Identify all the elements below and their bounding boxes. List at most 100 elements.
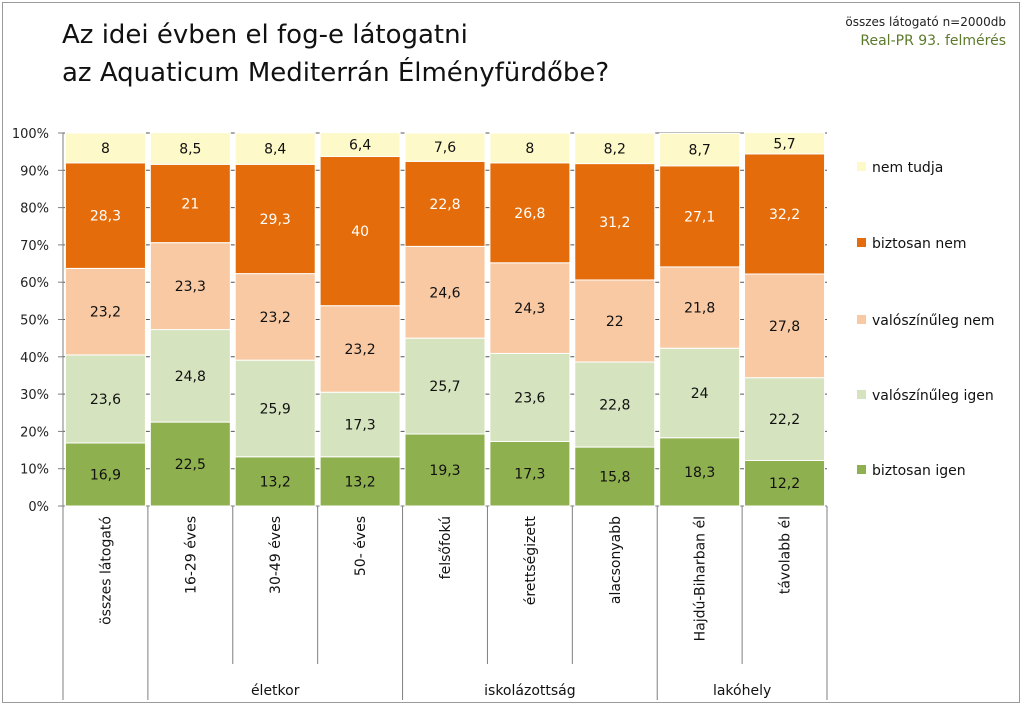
data-label: 22,8 [429,197,460,213]
bar-segment [404,337,486,435]
bar-segment [489,132,571,164]
data-label: 32,2 [769,207,800,223]
data-label: 8,2 [604,141,626,157]
data-label: 23,6 [90,392,121,408]
title-line-1: Az idei évben el fog-e látogatni [62,20,468,50]
data-label: 21 [181,196,199,212]
data-label: 23,2 [90,305,121,321]
data-label: 40 [351,224,369,240]
data-label: 17,3 [345,417,376,433]
data-label: 13,2 [345,474,376,490]
category-label: érettségizett [523,515,539,605]
category-label: távolabb él [778,516,794,594]
bar-segment [149,163,231,244]
bar-segment [64,162,146,269]
category-label: felsőfokú [438,516,454,579]
bar-segment [234,273,316,361]
survey-source-note: Real-PR 93. felmérés [860,33,1006,49]
legend-label: valószínűleg nem [872,313,995,329]
legend-label: biztosan nem [872,236,967,252]
bar-segment [64,442,146,507]
data-label: 15,8 [599,470,630,486]
category-label: 30-49 éves [268,516,284,594]
data-label: 31,2 [599,215,630,231]
data-label: 23,3 [175,279,206,295]
data-label: 12,2 [769,476,800,492]
bar-segment [659,132,741,167]
group-label: életkor [251,683,300,699]
data-label: 23,2 [260,310,291,326]
bar-segment [319,305,401,393]
y-tick-label: 100% [12,127,49,142]
category-label: 16-29 éves [183,516,199,594]
y-tick-label: 50% [20,314,49,329]
bar-segment [234,456,316,507]
y-tick-label: 0% [28,500,49,515]
data-label: 7,6 [434,140,456,156]
bar-segment [149,242,231,331]
data-label: 6,4 [349,138,371,154]
bar-segment [489,440,571,507]
y-tick-label: 20% [20,425,49,440]
data-label: 24,3 [514,301,545,317]
legend-swatch [857,238,866,247]
data-label: 24,8 [175,369,206,385]
bar-segment [64,267,146,356]
category-label: 50- éves [353,516,369,576]
bar-segment [149,132,231,165]
data-label: 17,3 [514,467,545,483]
legend-swatch [857,162,866,171]
data-label: 26,8 [514,206,545,222]
y-tick-label: 10% [20,463,49,478]
data-label: 27,1 [684,209,715,225]
legend-label: nem tudja [872,160,943,176]
y-tick-label: 30% [20,388,49,403]
legend-swatch [857,315,866,324]
bar-segment [744,153,826,275]
bar-segment [744,132,826,155]
bar-segment [489,262,571,354]
data-label: 8 [525,141,534,157]
bar-segment [234,359,316,458]
bar-segment [404,245,486,339]
title-line-2: az Aquaticum Mediterrán Élményfürdőbe? [62,58,610,88]
bar-segment [404,132,486,162]
chart-title: Az idei évben el fog-e látogatni az Aqua… [62,16,609,92]
data-label: 8,7 [689,143,711,159]
data-label: 24 [691,386,709,402]
data-label: 23,6 [514,390,545,406]
y-tick-label: 90% [20,164,49,179]
sample-size-note: összes látogató n=2000db [845,15,1006,29]
data-label: 5,7 [773,136,795,152]
bar-segment [744,273,826,379]
bar-segment [489,352,571,442]
bar-segment [574,361,656,448]
bar-segment [319,132,401,157]
group-label: lakóhely [713,683,771,699]
data-label: 21,8 [684,301,715,317]
data-label: 22 [606,314,624,330]
category-label: összes látogató [98,516,114,625]
bar-segment [319,155,401,307]
data-label: 13,2 [260,474,291,490]
y-tick-label: 80% [20,202,49,217]
data-label: 29,3 [260,212,291,228]
bar-segment [319,391,401,458]
data-label: 18,3 [684,465,715,481]
data-label: 22,2 [769,412,800,428]
bar-segment [234,163,316,275]
data-label: 23,2 [345,342,376,358]
bar-segment [744,459,826,507]
data-label: 8,4 [264,142,286,158]
group-label: iskolázottság [484,683,575,699]
data-label: 8 [101,141,110,157]
legend-swatch [857,465,866,474]
category-label: Hajdú-Biharban él [693,516,709,641]
legend-swatch [857,390,866,399]
data-label: 19,3 [429,463,460,479]
bar-segment [489,162,571,264]
data-label: 25,9 [260,401,291,417]
bar-segment [574,132,656,165]
data-label: 27,8 [769,319,800,335]
y-tick-label: 60% [20,276,49,291]
